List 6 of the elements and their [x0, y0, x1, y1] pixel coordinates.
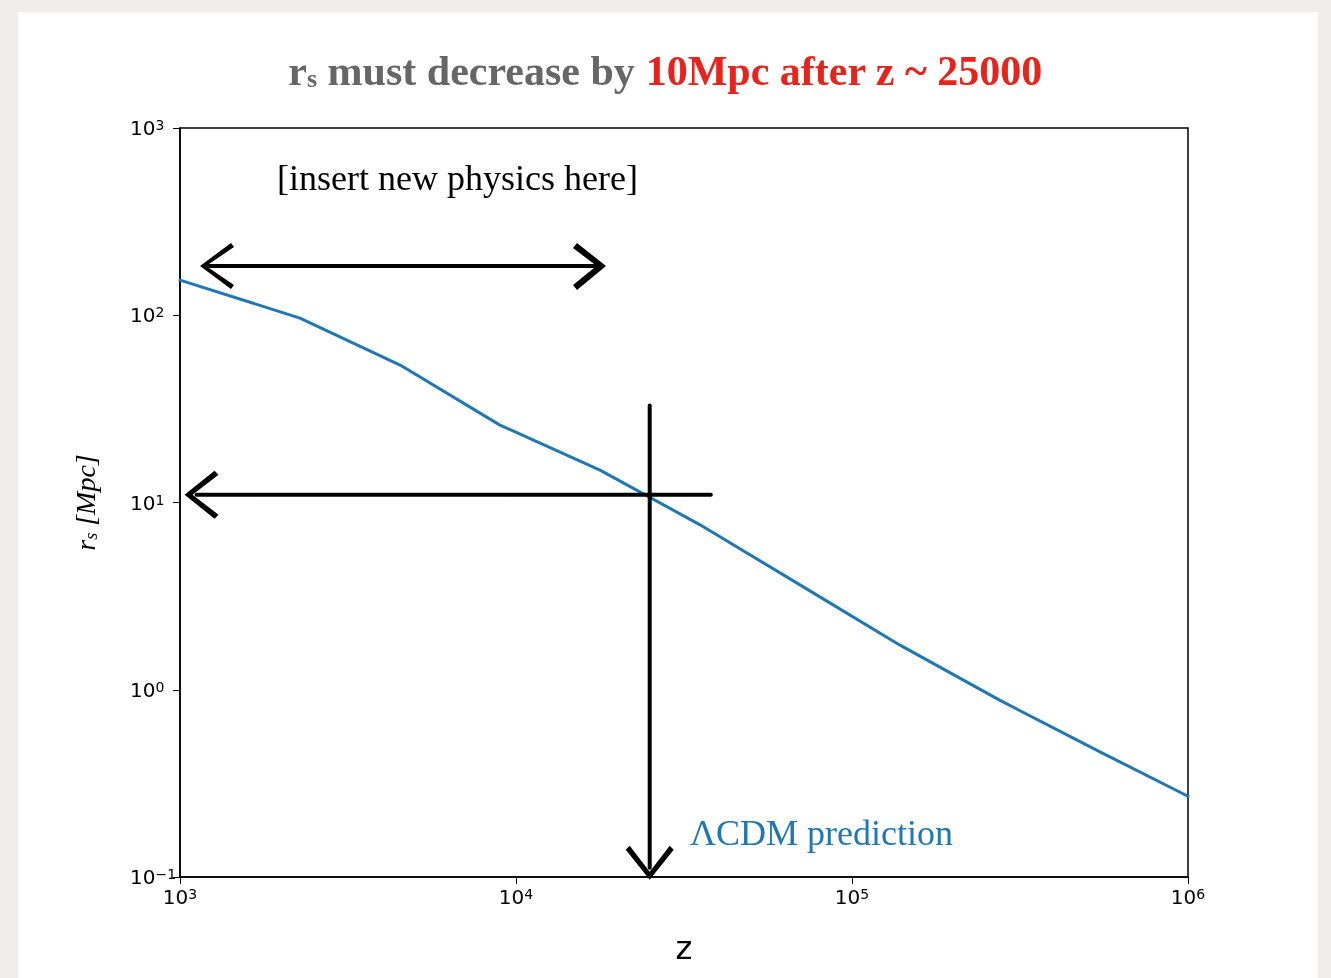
chart-title: rs must decrease by — [288, 48, 635, 94]
x-axis-title: z — [675, 929, 693, 967]
chart-subtitle: 10Mpc after z ~ 25000 — [635, 48, 1043, 94]
annotation: [insert new physics here] — [277, 158, 638, 198]
y-axis-title: rs [Mpc] — [69, 454, 101, 551]
text: ΛCDM prediction — [690, 813, 954, 853]
